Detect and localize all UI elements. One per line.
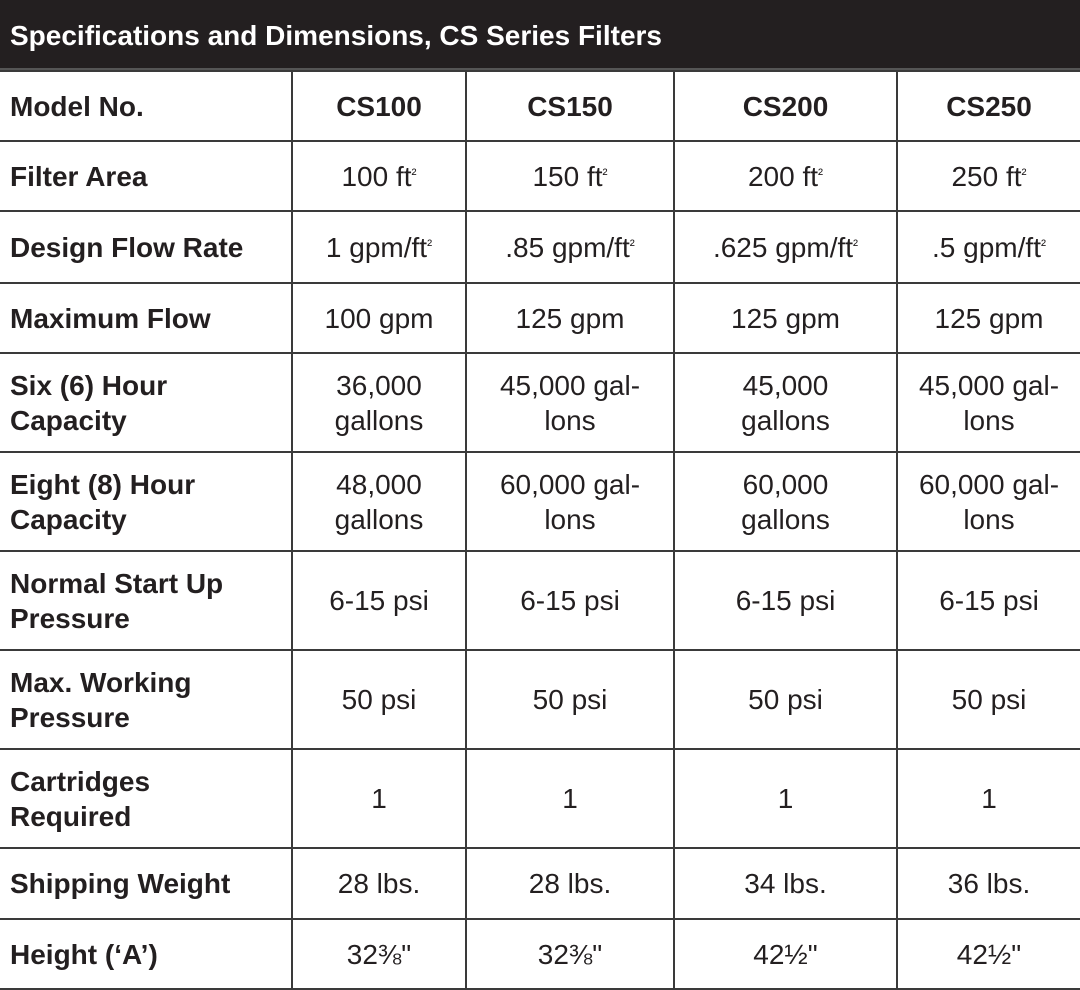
cell-value: .5 gpm/ft² [896, 210, 1080, 284]
table-row: Maximum Flow 100 gpm 125 gpm 125 gpm 125 gpm [0, 282, 1080, 354]
cell-value: 250 ft² [896, 140, 1080, 212]
cell-value: 150 ft² [465, 140, 675, 212]
row-label: Maximum Flow [0, 282, 293, 354]
table-row: Max. Working Pressure 50 psi 50 psi 50 psi 50… [0, 649, 1080, 750]
specifications-table: Model No. CS100 CS150 CS200 CS250 Filter Area… [0, 70, 1080, 990]
row-label: Normal Start Up Pressure [0, 550, 293, 651]
cell-value: 125 gpm [896, 282, 1080, 354]
cell-value: 45,000 gallons [673, 352, 898, 453]
table-row: Shipping Weight 28 lbs. 28 lbs. 34 lbs. 36 l… [0, 847, 1080, 920]
cell-value: 100 ft² [291, 140, 467, 212]
table-row: Eight (8) Hour Capacity 48,000 gallons 60,00… [0, 451, 1080, 552]
row-label: Eight (8) Hour Capacity [0, 451, 293, 552]
cell-value: 125 gpm [673, 282, 898, 354]
cell-value: 100 gpm [291, 282, 467, 354]
cell-value: 6-15 psi [465, 550, 675, 651]
cell-value: .625 gpm/ft² [673, 210, 898, 284]
cell-value: 6-15 psi [896, 550, 1080, 651]
cell-value: 32⅜" [465, 918, 675, 990]
cell-value: 45,000 gal-lons [896, 352, 1080, 453]
cell-value: 36,000 gallons [291, 352, 467, 453]
cell-value: 34 lbs. [673, 847, 898, 920]
cell-value: 36 lbs. [896, 847, 1080, 920]
table-row: Six (6) Hour Capacity 36,000 gallons 45,000 … [0, 352, 1080, 453]
row-label: Design Flow Rate [0, 210, 293, 284]
row-label: Cartridges Required [0, 748, 293, 849]
cell-value: 32⅜" [291, 918, 467, 990]
cell-value: 6-15 psi [673, 550, 898, 651]
table-row: Model No. CS100 CS150 CS200 CS250 [0, 70, 1080, 142]
cell-value: 200 ft² [673, 140, 898, 212]
cell-value: 1 [291, 748, 467, 849]
table-row: Filter Area 100 ft² 150 ft² 200 ft² 250 ft² [0, 140, 1080, 212]
cell-value: 45,000 gal-lons [465, 352, 675, 453]
row-label: Filter Area [0, 140, 293, 212]
cell-value: 50 psi [673, 649, 898, 750]
cell-value: CS250 [896, 70, 1080, 142]
cell-value: 60,000 gal-lons [465, 451, 675, 552]
cell-value: CS200 [673, 70, 898, 142]
cell-value: 6-15 psi [291, 550, 467, 651]
table-row: Height (‘A’) 32⅜" 32⅜" 42½" 42½" [0, 918, 1080, 990]
cell-value: 1 gpm/ft² [291, 210, 467, 284]
cell-value: 42½" [673, 918, 898, 990]
cell-value: CS100 [291, 70, 467, 142]
table-row: Cartridges Required 1 1 1 1 [0, 748, 1080, 849]
cell-value: 1 [673, 748, 898, 849]
table-row: Normal Start Up Pressure 6-15 psi 6-15 psi 6… [0, 550, 1080, 651]
cell-value: CS150 [465, 70, 675, 142]
cell-value: 60,000 gallons [673, 451, 898, 552]
table-row: Design Flow Rate 1 gpm/ft² .85 gpm/ft² .625… [0, 210, 1080, 284]
cell-value: 50 psi [465, 649, 675, 750]
row-label: Height (‘A’) [0, 918, 293, 990]
row-label: Six (6) Hour Capacity [0, 352, 293, 453]
cell-value: .85 gpm/ft² [465, 210, 675, 284]
cell-value: 28 lbs. [465, 847, 675, 920]
row-label: Max. Working Pressure [0, 649, 293, 750]
cell-value: 50 psi [291, 649, 467, 750]
cell-value: 1 [465, 748, 675, 849]
cell-value: 1 [896, 748, 1080, 849]
row-label: Shipping Weight [0, 847, 293, 920]
table-title: Specifications and Dimensions, CS Series… [0, 0, 1080, 70]
cell-value: 42½" [896, 918, 1080, 990]
row-label: Model No. [0, 70, 293, 142]
cell-value: 60,000 gal-lons [896, 451, 1080, 552]
cell-value: 50 psi [896, 649, 1080, 750]
cell-value: 48,000 gallons [291, 451, 467, 552]
cell-value: 125 gpm [465, 282, 675, 354]
cell-value: 28 lbs. [291, 847, 467, 920]
